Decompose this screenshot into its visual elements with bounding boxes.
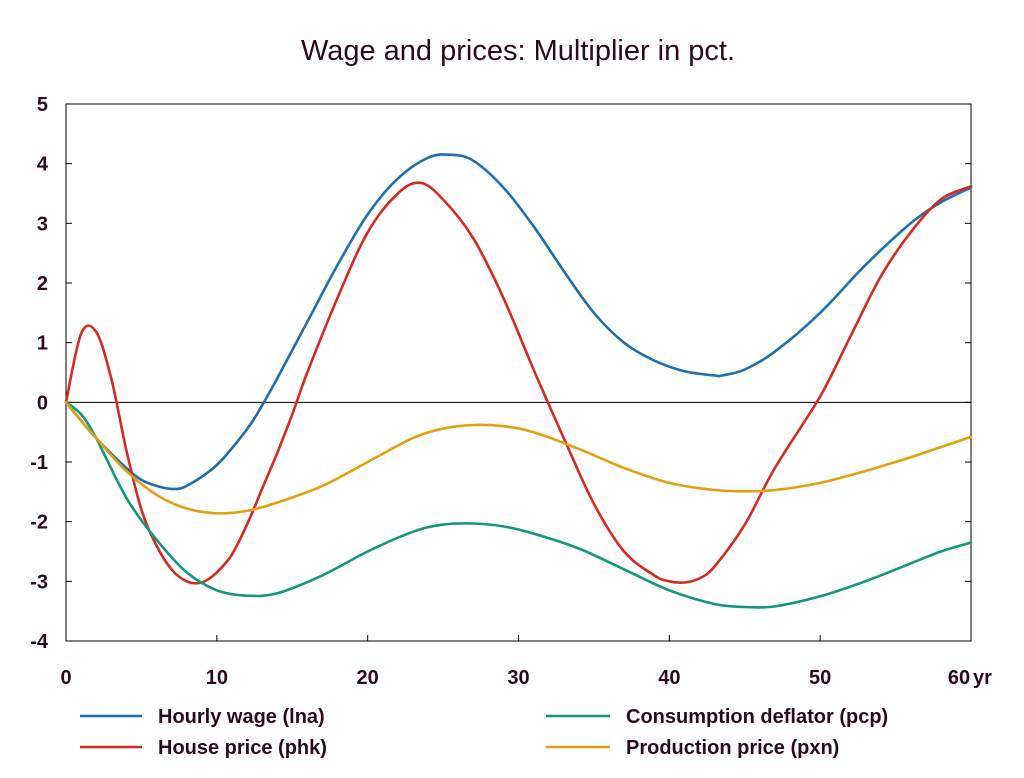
y-tick-label: 1 [37,333,48,355]
x-tick-label: 60 [948,667,970,689]
x-tick-label: 40 [658,667,680,689]
y-tick-label: 5 [37,94,48,116]
y-tick-label: 4 [37,154,49,176]
legend-label-production-price: Production price (pxn) [626,737,839,759]
x-tick-label: 10 [206,667,228,689]
y-tick-label: -4 [30,631,49,653]
series-line-consumption-deflator [64,401,973,609]
y-tick-label: -2 [30,512,48,534]
series-line-production-price [64,401,973,515]
chart-legend: Hourly wage (lna) House price (phk) Consum… [80,706,888,759]
plot-frame [65,103,972,642]
x-tick-label: 50 [809,667,831,689]
legend-label-hourly-wage: Hourly wage (lna) [158,706,325,728]
y-tick-label: 3 [37,213,48,235]
legend-label-house-price: House price (phk) [158,737,327,759]
y-tick-label: -1 [30,452,48,474]
x-tick-label: 20 [357,667,379,689]
legend-label-consumption-deflator: Consumption deflator (pcp) [626,706,888,728]
x-unit-label: yr [973,667,992,689]
chart-series [64,153,973,609]
y-tick-label: 0 [37,392,48,414]
series-line-house-price [64,181,973,585]
y-tick-label: -3 [30,571,48,593]
chart-title: Wage and prices: Multiplier in pct. [301,35,735,67]
series-line-hourly-wage [64,153,973,491]
y-tick-label: 2 [37,273,48,295]
x-tick-label: 30 [507,667,529,689]
x-tick-label: 0 [60,667,71,689]
